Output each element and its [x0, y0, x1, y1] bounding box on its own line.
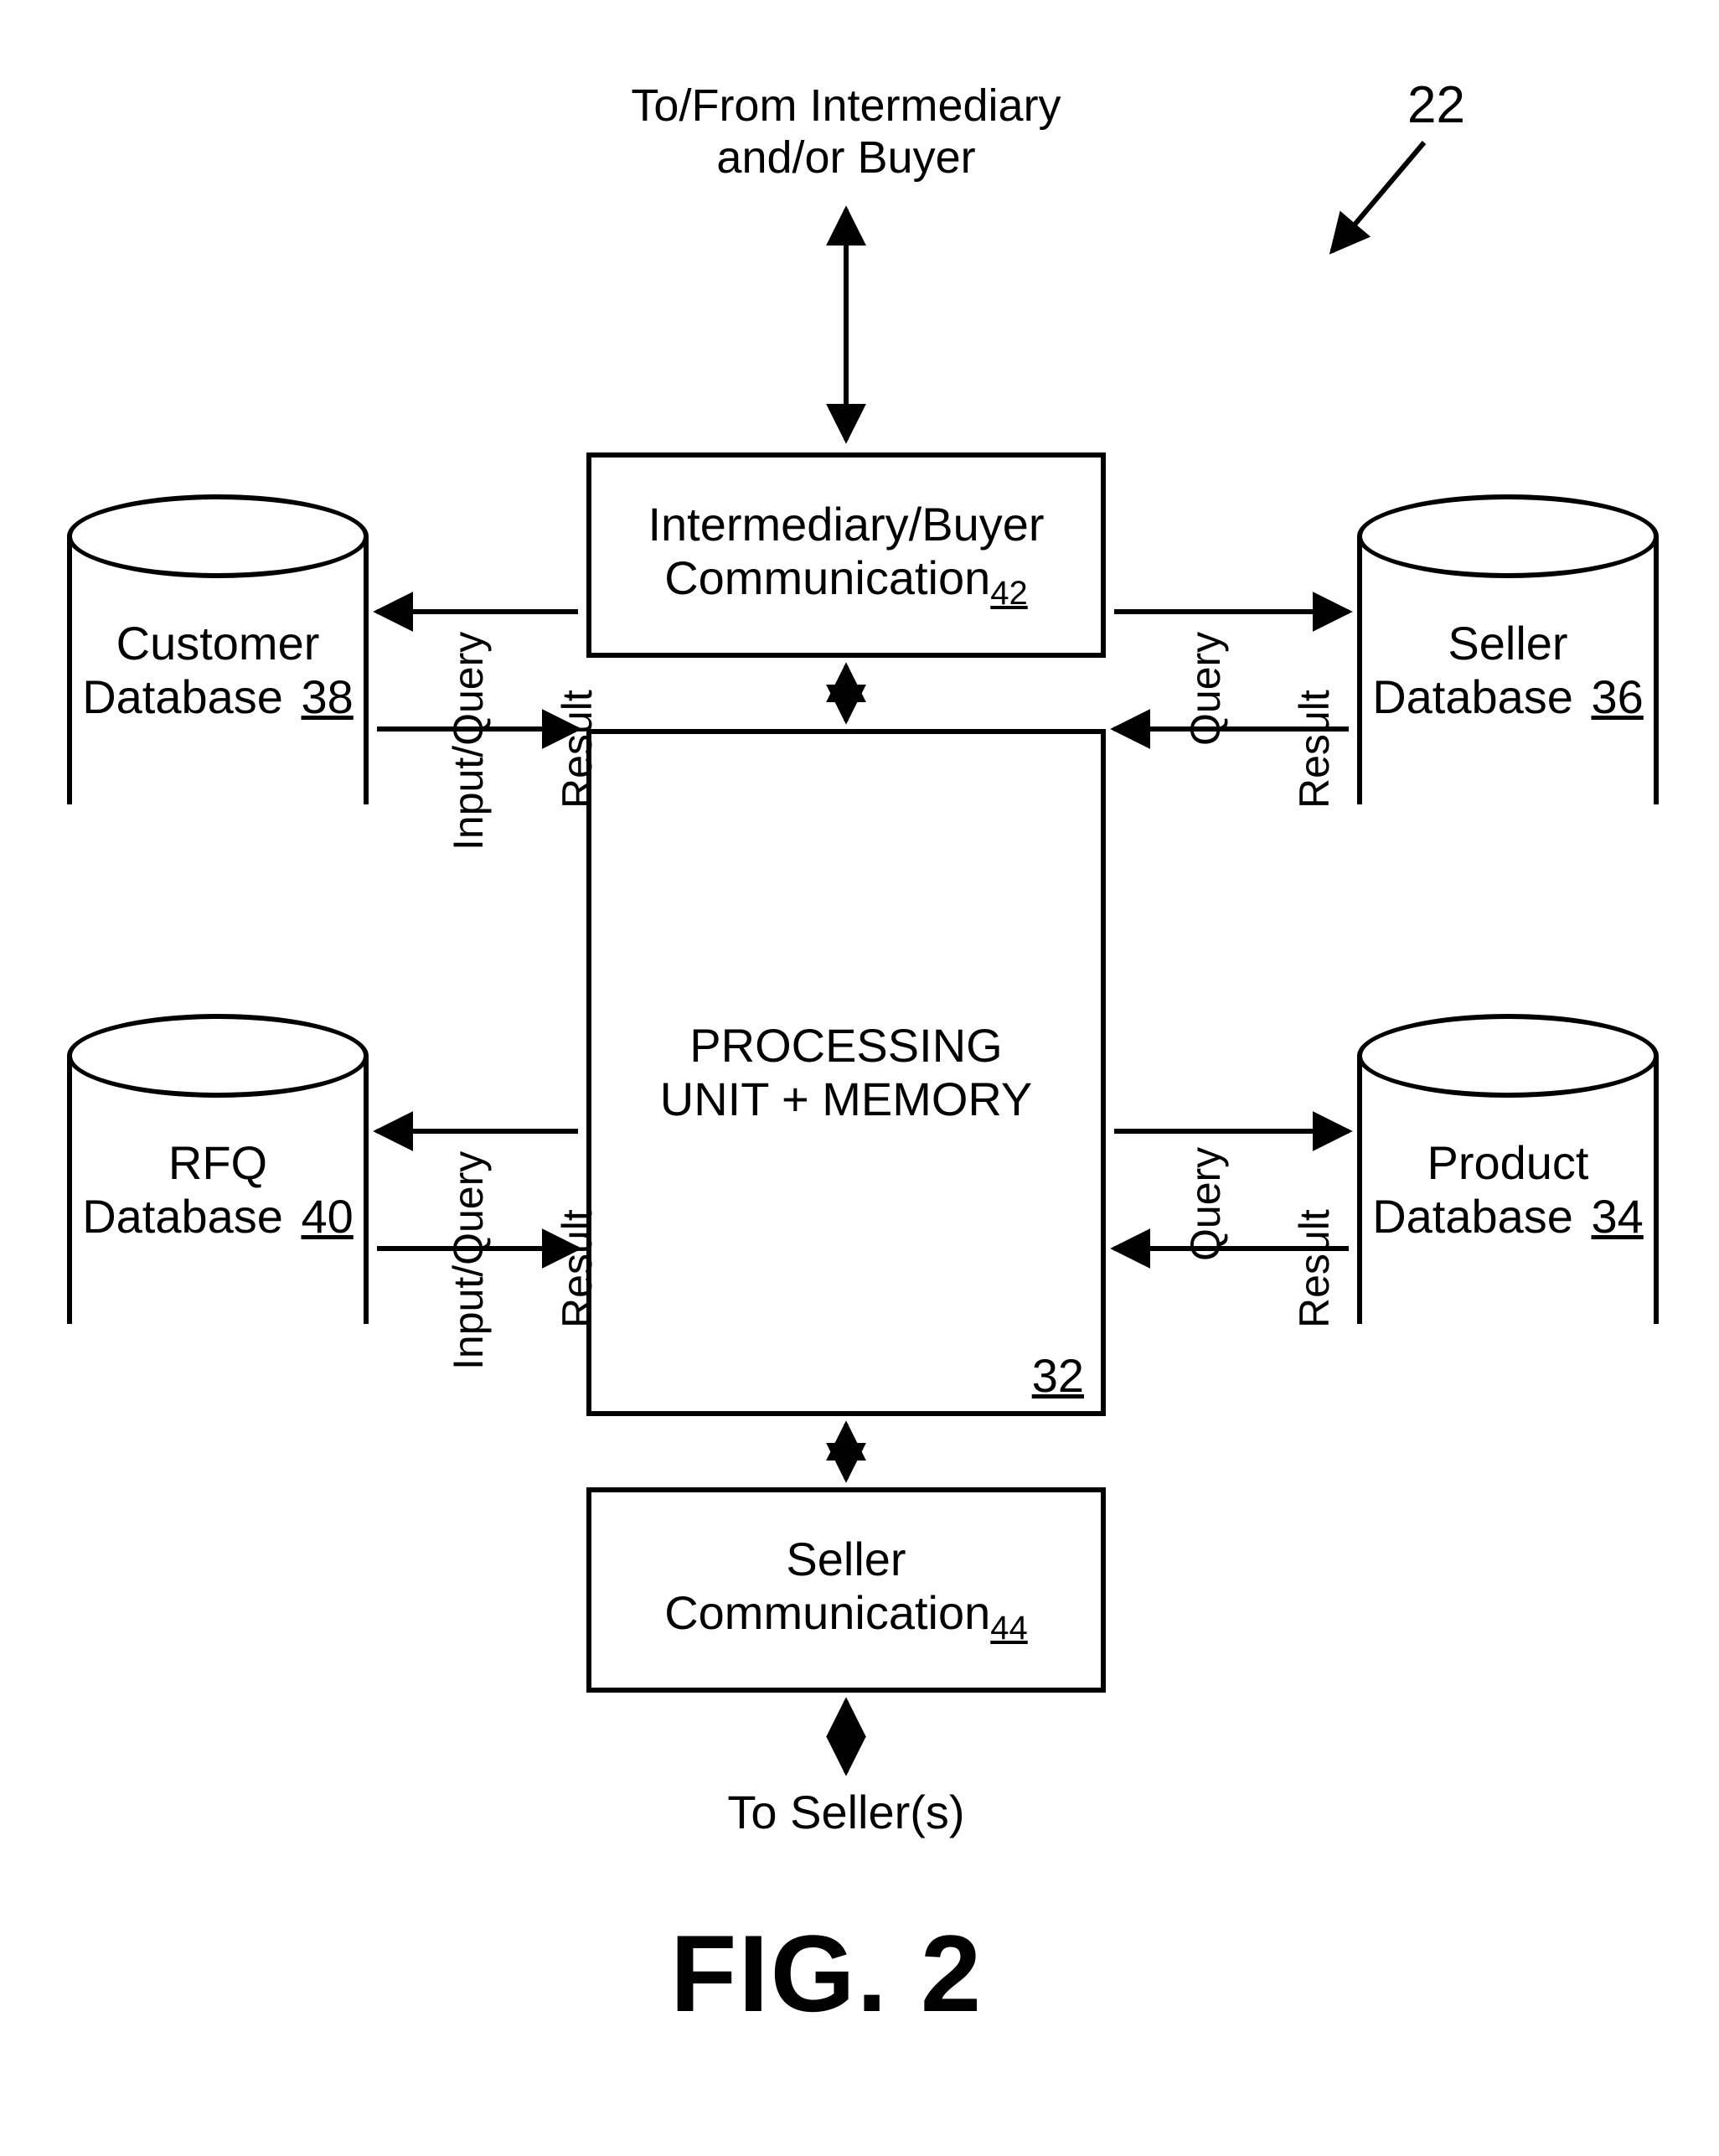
buyer-comm-box: Intermediary/Buyer Communication42	[586, 452, 1106, 658]
figure-label: FIG. 2	[670, 1910, 983, 2036]
edge-left-top-result: Result	[553, 690, 601, 809]
rfq-db: RFQ Database 40	[67, 1014, 369, 1366]
product-db: Product Database 34	[1357, 1014, 1659, 1366]
buyer-comm-label: Intermediary/Buyer Communication42	[648, 498, 1044, 613]
customer-db: Customer Database 38	[67, 494, 369, 846]
edge-left-top-query: Input/Query	[444, 632, 493, 851]
processing-box: PROCESSING UNIT + MEMORY 32	[586, 729, 1106, 1416]
diagram-canvas: 22 To/From Intermediary and/or Buyer To …	[0, 0, 1719, 2156]
edge-right-bottom-query: Query	[1181, 1147, 1230, 1261]
edge-right-top-result: Result	[1290, 690, 1339, 809]
processing-label: PROCESSING UNIT + MEMORY	[660, 1019, 1032, 1127]
edge-right-top-query: Query	[1181, 632, 1230, 746]
edge-left-bottom-result: Result	[553, 1209, 601, 1328]
figure-ref-number: 22	[1407, 75, 1465, 135]
edge-left-bottom-query: Input/Query	[444, 1151, 493, 1370]
external-bottom-label: To Seller(s)	[586, 1785, 1106, 1839]
seller-comm-label: Seller Communication44	[664, 1533, 1028, 1648]
seller-db: Seller Database 36	[1357, 494, 1659, 846]
seller-comm-box: Seller Communication44	[586, 1487, 1106, 1693]
external-top-label: To/From Intermediary and/or Buyer	[586, 80, 1106, 184]
processing-ref: 32	[1032, 1349, 1084, 1402]
edge-right-bottom-result: Result	[1290, 1209, 1339, 1328]
